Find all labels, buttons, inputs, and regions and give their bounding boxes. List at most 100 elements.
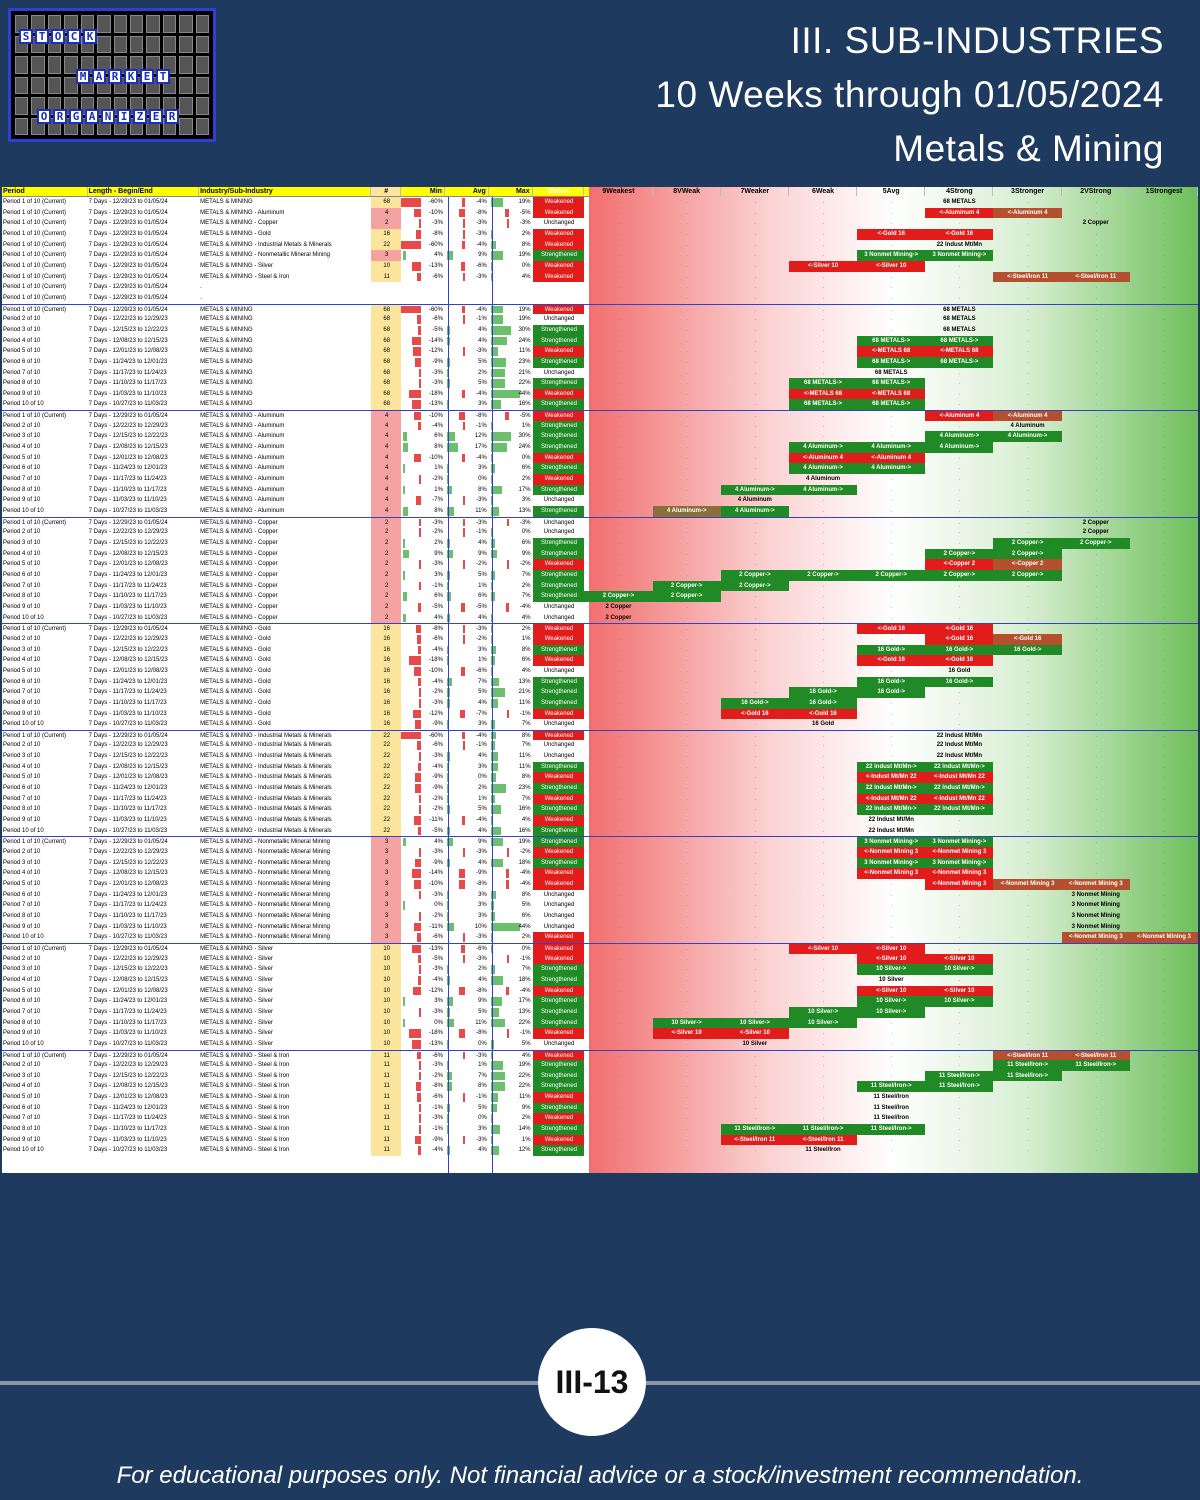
bucket-cell: .: [686, 262, 688, 269]
min-cell: -1%: [401, 1124, 445, 1135]
bucket-cell: .: [1027, 294, 1029, 301]
data-bar: [418, 1007, 421, 1017]
length-cell: 7 Days - 11/24/23 to 12/01/23: [88, 891, 168, 898]
bucket-cell: .: [754, 881, 757, 887]
data-bar: [418, 688, 421, 697]
length-cell: 7 Days - 12/15/23 to 12/22/23: [88, 433, 168, 440]
bucket-cell: .: [1163, 614, 1166, 621]
bucket-cell: .: [822, 626, 825, 633]
period-cell: Period 7 of 10: [3, 1115, 41, 1122]
bucket-cell: .: [822, 550, 825, 557]
avg-cell: 4%: [445, 858, 489, 869]
logo-letter: T: [35, 29, 49, 44]
column-header[interactable]: Industry/Sub-Industry: [199, 187, 372, 196]
data-bar: [462, 305, 465, 314]
period-cell: Period 6 of 10: [3, 998, 41, 1005]
column-header[interactable]: 2VStrong: [1062, 187, 1130, 196]
max-cell: 4%: [489, 613, 533, 624]
data-bar: [416, 741, 421, 751]
data-bar: [490, 645, 497, 655]
column-header[interactable]: 8VWeak: [653, 187, 721, 196]
avg-cell: 7%: [445, 677, 489, 688]
cell-value: -3%: [432, 753, 443, 760]
data-bar: [490, 1061, 504, 1070]
cell-value: 6%: [434, 433, 443, 440]
data-bar: [416, 933, 421, 942]
length-cell: 7 Days - 12/08/23 to 12/15/23: [88, 763, 168, 770]
bucket-cell: .: [1095, 795, 1098, 802]
column-header[interactable]: 1Strongest: [1130, 187, 1198, 196]
bucket-cell: .: [1095, 1072, 1098, 1079]
rank-chip: <-Gold 16: [788, 708, 858, 720]
bucket-cell: .: [754, 401, 757, 408]
bucket-cell: .: [890, 294, 893, 301]
bucket-cell: .: [959, 1030, 961, 1037]
column-header[interactable]: 7Weaker: [721, 187, 789, 196]
cell-value: 0%: [521, 262, 531, 269]
avg-cell: 5%: [445, 357, 489, 368]
bucket-cell: .: [754, 1115, 757, 1122]
bucket-cell: .: [1163, 1094, 1166, 1101]
column-header[interactable]: #: [371, 187, 402, 196]
bucket-cell: .: [822, 1083, 825, 1090]
data-bar: [418, 752, 421, 761]
rank-chip: <-Steel/Iron 11: [720, 1134, 789, 1146]
data-bar: [403, 432, 408, 442]
period-cell: Period 4 of 10: [3, 444, 41, 451]
column-header[interactable]: 5Avg: [857, 187, 926, 196]
min-cell: -13%: [401, 261, 445, 272]
column-header[interactable]: Max: [489, 187, 533, 196]
column-header[interactable]: Status: [533, 187, 585, 196]
bucket-cell: <-Steel/Iron 11: [1061, 1050, 1130, 1061]
bucket-cell: .: [1095, 454, 1098, 461]
bucket-cell: .: [1027, 839, 1029, 846]
industry-cell: METALS & MINING - Silver: [200, 998, 273, 1005]
status-cell: Weakened: [532, 1028, 585, 1039]
bucket-cell: .: [1095, 401, 1098, 408]
cell-value: -4%: [519, 987, 531, 994]
rank-chip: 2 Copper: [605, 603, 632, 610]
bucket-cell: .: [1163, 582, 1166, 589]
column-header[interactable]: 9Weakest: [584, 187, 653, 196]
bucket-cell: .: [1027, 998, 1029, 1005]
cell-value: 8%: [521, 732, 531, 739]
bucket-cell: .: [1163, 1008, 1166, 1015]
column-header[interactable]: 3Stronger: [993, 187, 1062, 196]
bucket-cell: .: [822, 220, 825, 227]
cell-value: 17%: [474, 444, 487, 451]
rank-chip: 22 Indust Mt/Mn->: [857, 804, 926, 816]
min-cell: -7%: [401, 495, 445, 506]
rank-chip: 3 Nonmet Mining->: [925, 857, 994, 869]
data-bar: [490, 975, 503, 985]
rank-chip: <-Silver 10: [652, 1028, 721, 1039]
column-header[interactable]: 6Weak: [789, 187, 858, 196]
table-row: Period 1 of 10 (Current) 7 Days - 12/29/2…: [2, 228, 1198, 240]
table-row: Period 3 of 10 7 Days - 12/15/23 to 12/22…: [2, 431, 1198, 443]
column-header[interactable]: Length - Begin/End: [88, 187, 200, 196]
bucket-cell: .: [1163, 433, 1166, 440]
status-cell: Weakened: [532, 932, 585, 943]
bucket-cell: 11 Steel/Iron: [857, 1103, 925, 1114]
column-header[interactable]: Avg: [445, 187, 489, 196]
bucket-cell: .: [618, 902, 620, 909]
length-cell: 7 Days - 10/27/23 to 11/03/23: [88, 508, 168, 515]
rank-chip: 68 METALS->: [857, 378, 926, 389]
column-header[interactable]: Min: [401, 187, 445, 196]
bucket-cell: .: [822, 839, 825, 846]
period-cell: Period 7 of 10: [3, 582, 41, 589]
bucket-cell: .: [1163, 976, 1166, 983]
avg-cell: 4%: [445, 751, 489, 762]
bucket-cell: .: [822, 1030, 825, 1037]
data-bar: [462, 933, 465, 942]
cell-value: 5%: [478, 571, 487, 578]
cell-value: -3%: [476, 220, 487, 227]
column-header[interactable]: 4Strong: [925, 187, 994, 196]
rank-chip: 2 Copper->: [993, 538, 1062, 549]
column-header[interactable]: Period: [2, 187, 88, 196]
data-bar: [462, 528, 465, 537]
industry-cell: METALS & MINING - Gold: [200, 721, 271, 728]
cell-value: -2%: [519, 561, 531, 568]
bucket-cell: .: [686, 519, 688, 526]
bucket-cell: 4 Aluminum->: [993, 431, 1062, 443]
